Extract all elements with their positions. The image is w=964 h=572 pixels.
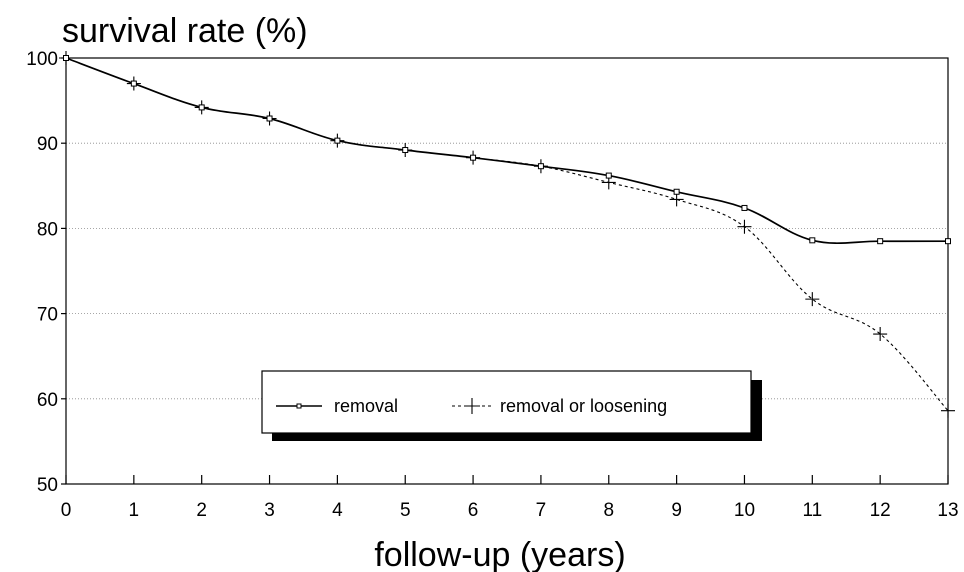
x-tick-label-3: 3 <box>264 500 275 521</box>
legend-box <box>261 370 752 434</box>
y-tick-labels: 50 60 70 80 90 100 <box>26 49 58 496</box>
point-removal-or-loosening-11 <box>805 292 820 307</box>
x-tick-label-1: 1 <box>129 500 140 521</box>
x-tick-labels: 0 1 2 3 4 5 6 7 8 9 10 11 12 13 <box>61 500 959 521</box>
point-removal-4 <box>334 137 341 144</box>
y-tick-label-80: 80 <box>37 219 58 240</box>
point-removal-7 <box>537 163 544 170</box>
x-tick-label-4: 4 <box>332 500 343 521</box>
point-removal-3 <box>266 115 273 122</box>
x-tick-label-7: 7 <box>536 500 547 521</box>
x-tick-label-13: 13 <box>937 500 958 521</box>
chart-title: survival rate (%) <box>62 12 308 50</box>
legend-marker-removal <box>296 403 302 409</box>
point-removal-11 <box>809 237 816 244</box>
point-removal-or-loosening-9 <box>669 192 684 207</box>
point-removal-8 <box>605 172 612 179</box>
y-tick-label-90: 90 <box>37 134 58 155</box>
x-tick-label-0: 0 <box>61 500 72 521</box>
x-tick-label-12: 12 <box>870 500 891 521</box>
x-tick-label-11: 11 <box>802 500 822 521</box>
series-line-removal <box>65 57 949 245</box>
legend-label-removal-or-loosening: removal or loosening <box>500 396 667 416</box>
point-removal-or-loosening-10 <box>737 219 752 234</box>
legend-marker-loosening <box>464 398 480 414</box>
legend-label-removal: removal <box>334 396 398 416</box>
point-removal-2 <box>198 104 205 111</box>
point-removal-5 <box>402 147 409 154</box>
series-layer <box>59 51 955 418</box>
point-removal-1 <box>130 80 137 87</box>
x-tick-label-5: 5 <box>400 500 411 521</box>
x-axis-label: follow-up (years) <box>374 536 625 572</box>
x-tick-label-8: 8 <box>603 500 614 521</box>
plot-frame <box>65 57 949 485</box>
x-tick-label-2: 2 <box>196 500 207 521</box>
point-removal-12 <box>877 238 884 245</box>
point-removal-13 <box>945 238 951 245</box>
x-tick-label-10: 10 <box>734 500 755 521</box>
series-line-removal-or-loosening <box>65 57 949 412</box>
point-removal-0 <box>63 55 69 61</box>
y-tick-label-100: 100 <box>26 49 58 70</box>
point-removal-6 <box>470 154 477 161</box>
y-tick-label-70: 70 <box>37 305 58 326</box>
legend: removal removal or loosening <box>261 370 762 441</box>
point-removal-or-loosening-13 <box>941 403 955 418</box>
y-tick-label-50: 50 <box>37 475 58 496</box>
point-removal-or-loosening-12 <box>873 327 888 342</box>
point-removal-10 <box>741 204 748 211</box>
grid-lines <box>66 142 948 400</box>
y-tick-label-60: 60 <box>37 390 58 411</box>
point-removal-9 <box>673 188 680 195</box>
x-tick-label-9: 9 <box>671 500 682 521</box>
x-tick-label-6: 6 <box>468 500 479 521</box>
